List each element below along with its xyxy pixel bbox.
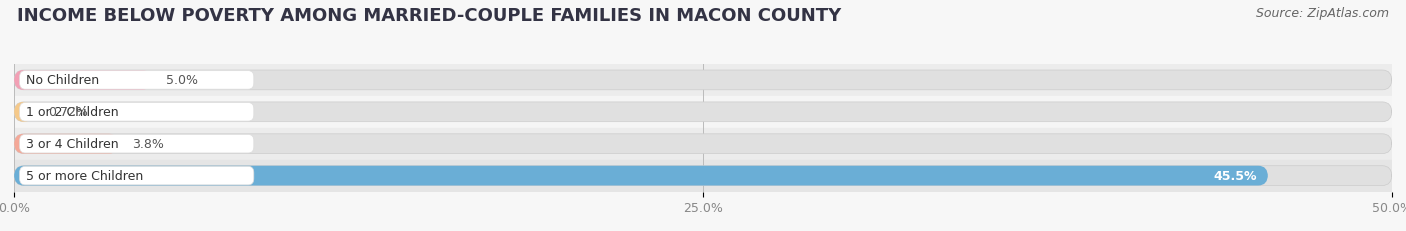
Bar [14,128,1392,160]
FancyBboxPatch shape [14,71,1392,90]
FancyBboxPatch shape [20,103,254,122]
Text: 3.8%: 3.8% [132,138,165,151]
FancyBboxPatch shape [14,71,152,90]
Text: 5.0%: 5.0% [166,74,198,87]
Text: 0.72%: 0.72% [48,106,87,119]
Text: No Children: No Children [27,74,100,87]
Text: INCOME BELOW POVERTY AMONG MARRIED-COUPLE FAMILIES IN MACON COUNTY: INCOME BELOW POVERTY AMONG MARRIED-COUPL… [17,7,841,25]
FancyBboxPatch shape [20,167,254,185]
FancyBboxPatch shape [14,134,1392,154]
Text: 3 or 4 Children: 3 or 4 Children [27,138,120,151]
FancyBboxPatch shape [14,166,1268,186]
FancyBboxPatch shape [20,71,254,90]
Text: 5 or more Children: 5 or more Children [27,169,143,182]
FancyBboxPatch shape [14,166,1392,186]
FancyBboxPatch shape [14,103,1392,122]
Text: 45.5%: 45.5% [1213,169,1257,182]
FancyBboxPatch shape [14,134,118,154]
FancyBboxPatch shape [14,103,34,122]
Bar [14,65,1392,97]
Bar [14,97,1392,128]
Bar [14,160,1392,192]
Text: Source: ZipAtlas.com: Source: ZipAtlas.com [1256,7,1389,20]
Text: 1 or 2 Children: 1 or 2 Children [27,106,120,119]
FancyBboxPatch shape [20,135,254,153]
